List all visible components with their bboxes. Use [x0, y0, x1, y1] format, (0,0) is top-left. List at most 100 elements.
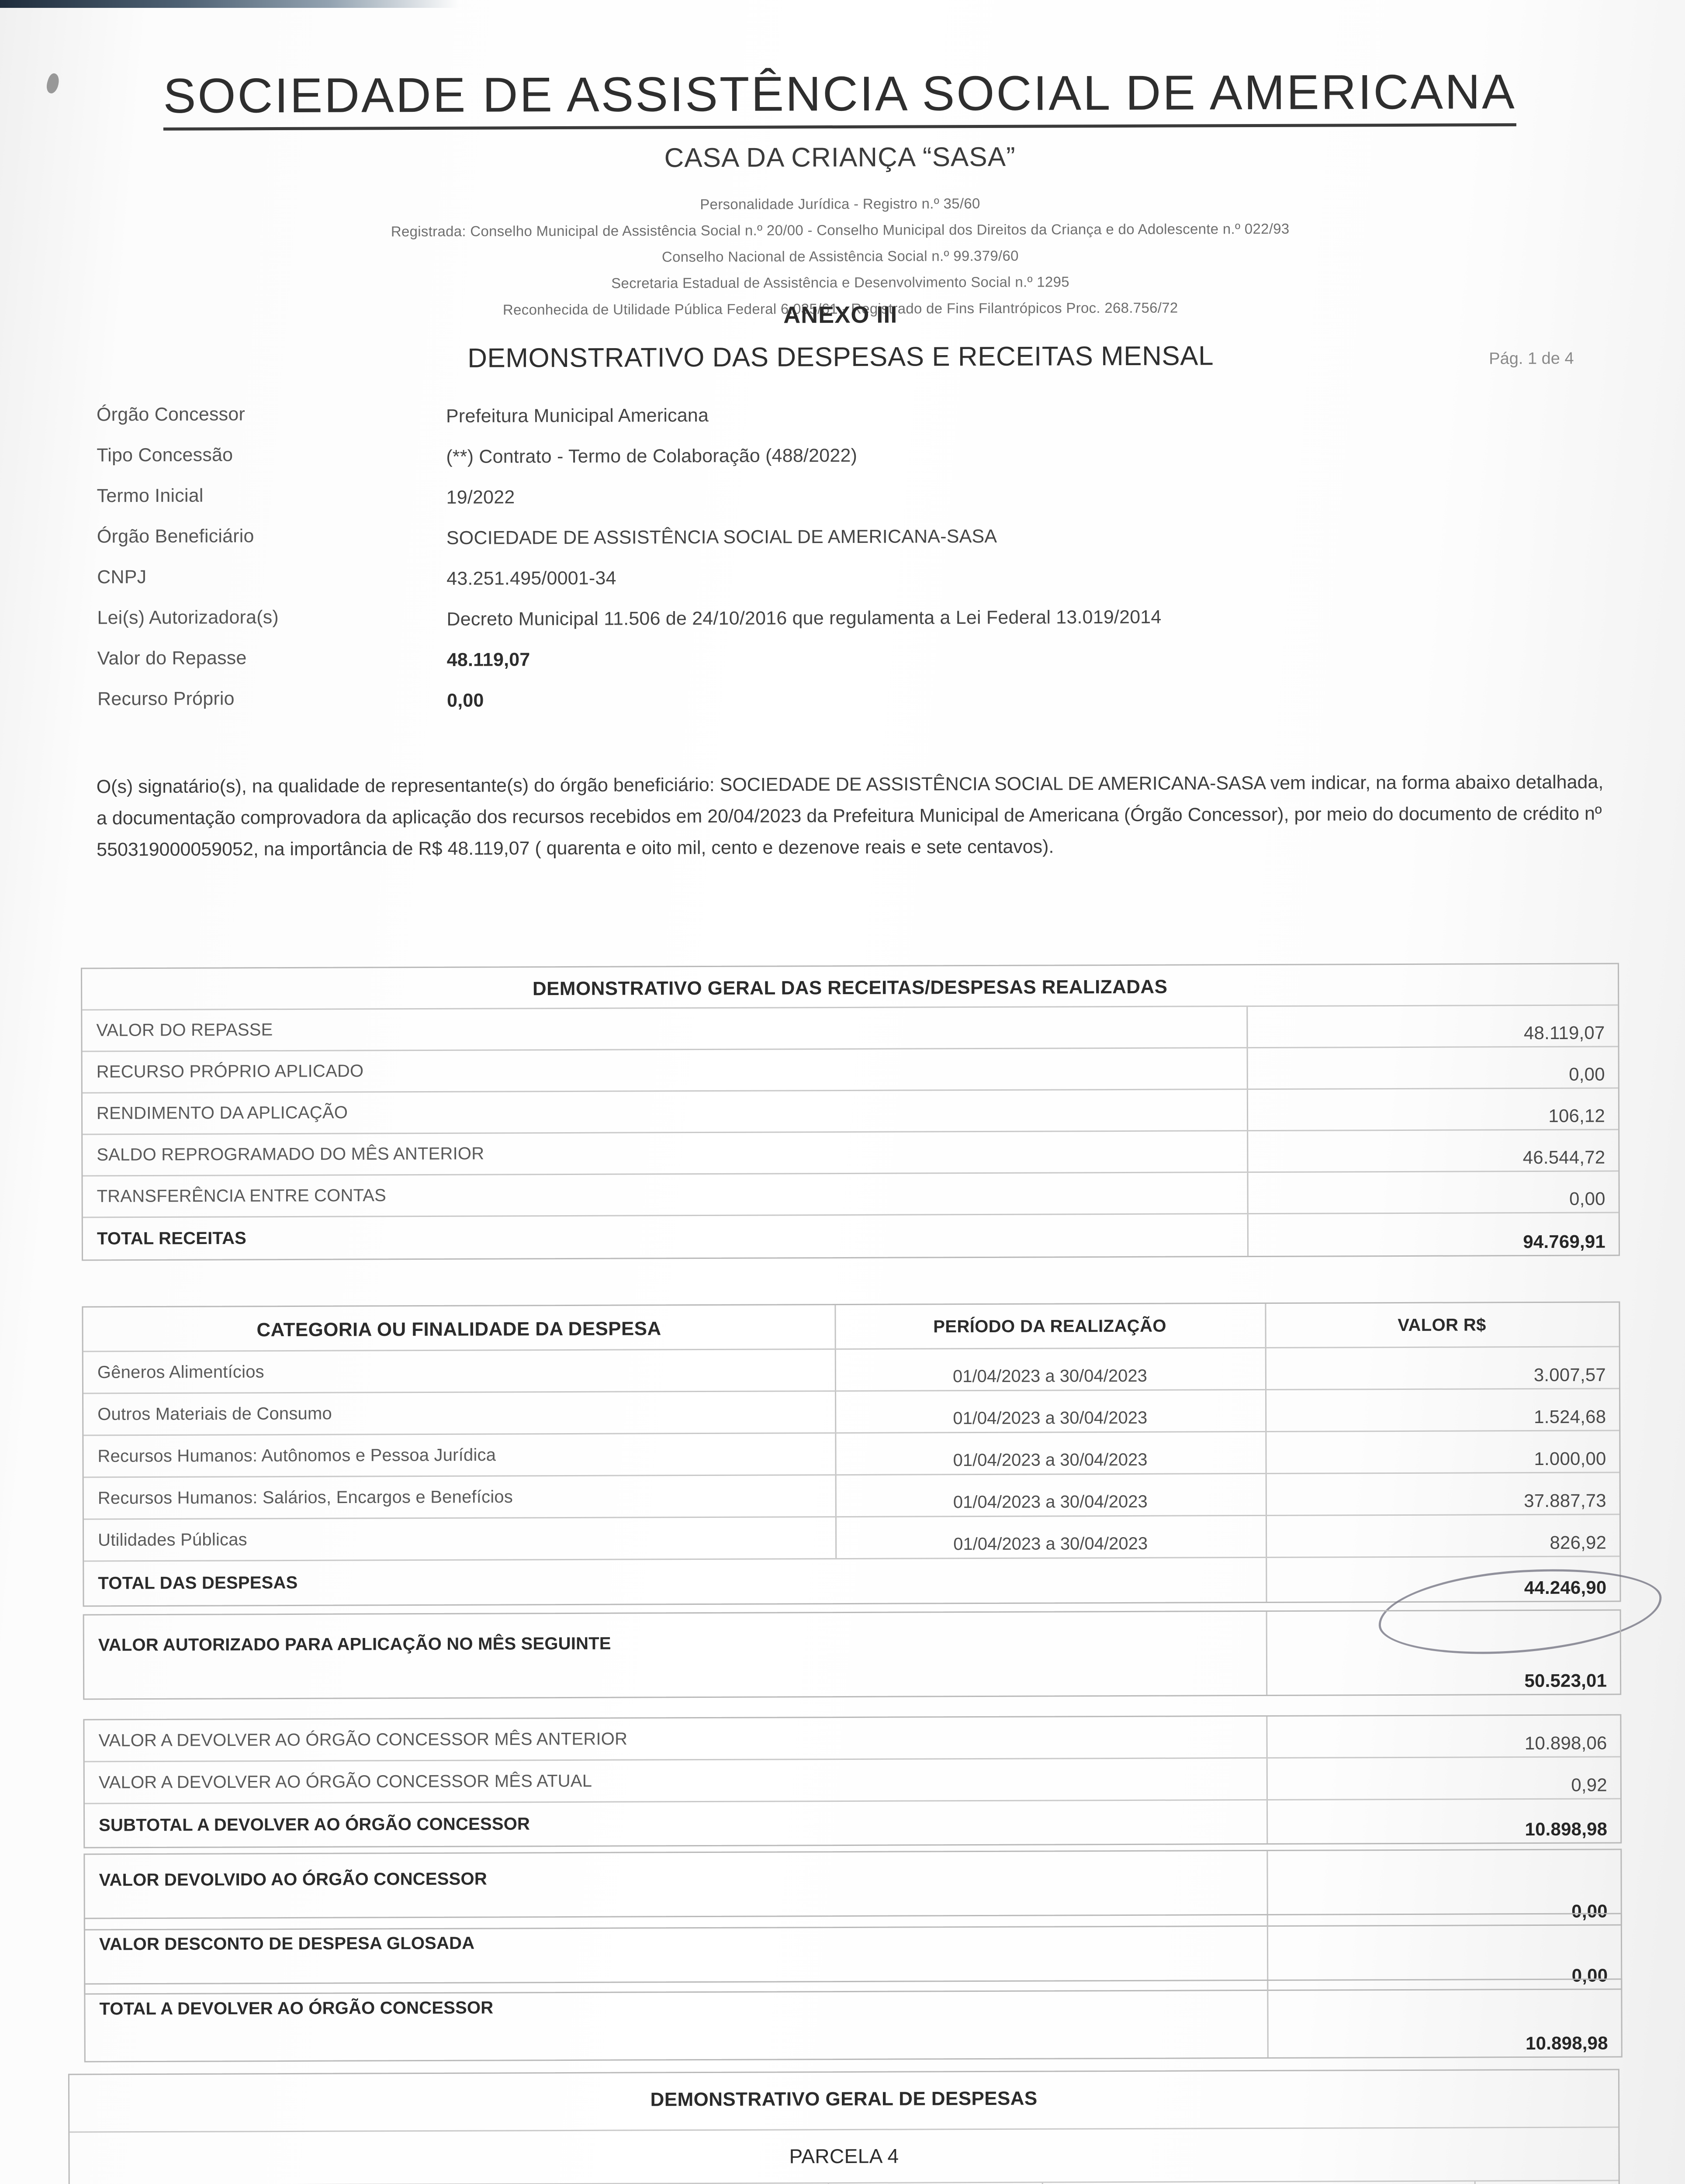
column-divider [1267, 1980, 1269, 2057]
row-value: 0,00 [1569, 1188, 1605, 1209]
total-return-table: TOTAL A DEVOLVER AO ÓRGÃO CONCESSOR 10.8… [84, 1978, 1623, 2063]
field-row: Valor do Repasse 48.119,07 [97, 643, 1605, 689]
expense-period: 01/04/2023 a 30/04/2023 [952, 1366, 1147, 1386]
row-label: RECURSO PRÓPRIO APLICADO [96, 1061, 364, 1082]
annex-label: ANEXO III [783, 301, 898, 328]
column-divider [1266, 1800, 1268, 1843]
row-value: 46.544,72 [1522, 1147, 1605, 1168]
expense-category: Recursos Humanos: Autônomos e Pessoa Jur… [97, 1445, 496, 1466]
total-return-label: TOTAL A DEVOLVER AO ÓRGÃO CONCESSOR [99, 1998, 494, 2019]
return-label: VALOR A DEVOLVER AO ÓRGÃO CONCESSOR MÊS … [98, 1729, 628, 1750]
column-divider [1474, 2181, 1476, 2184]
field-value: SOCIEDADE DE ASSISTÊNCIA SOCIAL DE AMERI… [446, 525, 997, 549]
page-indicator: Pág. 1 de 4 [1489, 349, 1574, 368]
field-value: 0,00 [446, 690, 484, 711]
field-row: Recurso Próprio 0,00 [97, 684, 1605, 729]
field-value: 19/2022 [446, 487, 515, 508]
row-label: RENDIMENTO DA APLICAÇÃO [96, 1103, 348, 1123]
identification-fields: Órgão Concessor Prefeitura Municipal Ame… [97, 400, 1605, 729]
detail-table-title-row: DEMONSTRATIVO GERAL DE DESPESAS [69, 2070, 1619, 2133]
row-label: SALDO REPROGRAMADO DO MÊS ANTERIOR [97, 1144, 484, 1165]
table-total-row: TOTAL A DEVOLVER AO ÓRGÃO CONCESSOR 10.8… [85, 1980, 1621, 2061]
table-row: Outros Materiais de Consumo 01/04/2023 a… [83, 1389, 1619, 1436]
row-label: TRANSFERÊNCIA ENTRE CONTAS [97, 1185, 386, 1206]
table-header-row: DEMONSTRATIVO GERAL DAS RECEITAS/DESPESA… [82, 964, 1618, 1011]
return-value: 10.898,06 [1524, 1732, 1607, 1754]
row-label: TOTAL RECEITAS [97, 1228, 247, 1248]
return-label: VALOR A DEVOLVER AO ÓRGÃO CONCESSOR MÊS … [98, 1771, 592, 1792]
column-divider [1265, 1432, 1267, 1473]
detail-expenses-table: DEMONSTRATIVO GERAL DE DESPESAS PARCELA … [68, 2069, 1620, 2184]
scan-edge-artifact [0, 0, 459, 8]
return-subtotal-value: 10.898,98 [1525, 1818, 1608, 1840]
expense-category: Outros Materiais de Consumo [97, 1403, 332, 1424]
unit-name: CASA DA CRIANÇA “SASA” [664, 142, 1016, 173]
detail-table-title: DEMONSTRATIVO GERAL DE DESPESAS [650, 2087, 1038, 2111]
field-value: Prefeitura Municipal Americana [446, 404, 709, 427]
field-value: Decreto Municipal 11.506 de 24/10/2016 q… [446, 606, 1162, 630]
registration-line-4: Secretaria Estadual de Assistência e Des… [611, 273, 1069, 291]
row-value: 94.769,91 [1523, 1231, 1606, 1252]
table-row: Gêneros Alimentícios 01/04/2023 a 30/04/… [83, 1347, 1619, 1394]
column-divider [1265, 1390, 1267, 1431]
table-row: VALOR A DEVOLVER AO ÓRGÃO CONCESSOR MÊS … [84, 1757, 1620, 1804]
column-divider [1265, 1348, 1267, 1389]
table-row: Utilidades Públicas 01/04/2023 a 30/04/2… [83, 1515, 1620, 1562]
table-row: TRANSFERÊNCIA ENTRE CONTAS 0,00 [83, 1171, 1619, 1218]
column-divider [1246, 1048, 1248, 1089]
organization-title-text: SOCIEDADE DE ASSISTÊNCIA SOCIAL DE AMERI… [163, 64, 1516, 131]
organization-title: SOCIEDADE DE ASSISTÊNCIA SOCIAL DE AMERI… [0, 63, 1682, 131]
column-divider [1266, 1716, 1268, 1757]
expenses-total-label: TOTAL DAS DESPESAS [98, 1573, 298, 1593]
authorized-value: 50.523,01 [1524, 1670, 1607, 1691]
column-divider [1246, 1090, 1249, 1130]
statement-paragraph: O(s) signatário(s), na qualidade de repr… [96, 771, 1604, 860]
expenses-col-category: CATEGORIA OU FINALIDADE DA DESPESA [256, 1318, 661, 1341]
expense-period: 01/04/2023 a 30/04/2023 [953, 1450, 1148, 1470]
table-row: RENDIMENTO DA APLICAÇÃO 106,12 [82, 1089, 1619, 1135]
column-divider [1247, 1173, 1249, 1213]
registration-line-3: Conselho Nacional de Assistência Social … [661, 247, 1019, 265]
registration-line-1: Personalidade Jurídica - Registro n.º 35… [700, 195, 980, 213]
row-value: 48.119,07 [1523, 1022, 1605, 1044]
receipts-table-header: DEMONSTRATIVO GERAL DAS RECEITAS/DESPESA… [532, 976, 1168, 1000]
expense-period: 01/04/2023 a 30/04/2023 [953, 1492, 1148, 1512]
field-row: Tipo Concessão (**) Contrato - Termo de … [97, 440, 1604, 486]
page-title: DEMONSTRATIVO DAS DESPESAS E RECEITAS ME… [467, 341, 1214, 373]
expense-value: 3.007,57 [1533, 1364, 1606, 1386]
authorized-next-month-table: VALOR AUTORIZADO PARA APLICAÇÃO NO MÊS S… [83, 1609, 1622, 1700]
expense-period: 01/04/2023 a 30/04/2023 [953, 1534, 1148, 1554]
column-divider [1265, 1516, 1267, 1557]
table-total-row: SUBTOTAL A DEVOLVER AO ÓRGÃO CONCESSOR 1… [85, 1799, 1620, 1847]
total-return-value: 10.898,98 [1525, 2032, 1608, 2054]
return-to-grantor-table: VALOR A DEVOLVER AO ÓRGÃO CONCESSOR MÊS … [83, 1714, 1622, 1849]
field-label: CNPJ [97, 567, 147, 588]
expense-category: Utilidades Públicas [98, 1530, 247, 1550]
expenses-table: CATEGORIA OU FINALIDADE DA DESPESA PERÍO… [82, 1301, 1621, 1607]
table-total-row: TOTAL DAS DESPESAS 44.246,90 [84, 1557, 1619, 1605]
expense-category: Recursos Humanos: Salários, Encargos e B… [97, 1487, 513, 1508]
authorized-label: VALOR AUTORIZADO PARA APLICAÇÃO NO MÊS S… [98, 1634, 611, 1655]
row-label: VALOR DO REPASSE [96, 1020, 273, 1040]
expenses-col-value: VALOR R$ [1398, 1315, 1486, 1335]
column-divider [1266, 1758, 1268, 1799]
table-row: VALOR A DEVOLVER AO ÓRGÃO CONCESSOR MÊS … [84, 1715, 1620, 1762]
expense-value: 826,92 [1550, 1532, 1607, 1553]
detail-table-subtitle-row: PARCELA 4 [69, 2128, 1619, 2184]
field-label: Lei(s) Autorizadora(s) [97, 607, 279, 629]
field-row: Órgão Beneficiário SOCIEDADE DE ASSISTÊN… [97, 522, 1604, 567]
table-row: Recursos Humanos: Autônomos e Pessoa Jur… [83, 1431, 1619, 1478]
table-row: SALDO REPROGRAMADO DO MÊS ANTERIOR 46.54… [83, 1130, 1619, 1177]
row-value: 106,12 [1548, 1105, 1605, 1126]
expense-value: 1.524,68 [1534, 1406, 1606, 1427]
return-value: 0,92 [1571, 1774, 1607, 1795]
column-divider [1247, 1214, 1249, 1256]
expense-value: 1.000,00 [1534, 1448, 1606, 1469]
field-value: 48.119,07 [446, 649, 530, 670]
field-value: (**) Contrato - Termo de Colaboração (48… [446, 445, 858, 467]
field-row: Lei(s) Autorizadora(s) Decreto Municipal… [97, 603, 1604, 648]
field-value: 43.251.495/0001-34 [446, 567, 616, 589]
column-divider [1246, 1007, 1248, 1047]
